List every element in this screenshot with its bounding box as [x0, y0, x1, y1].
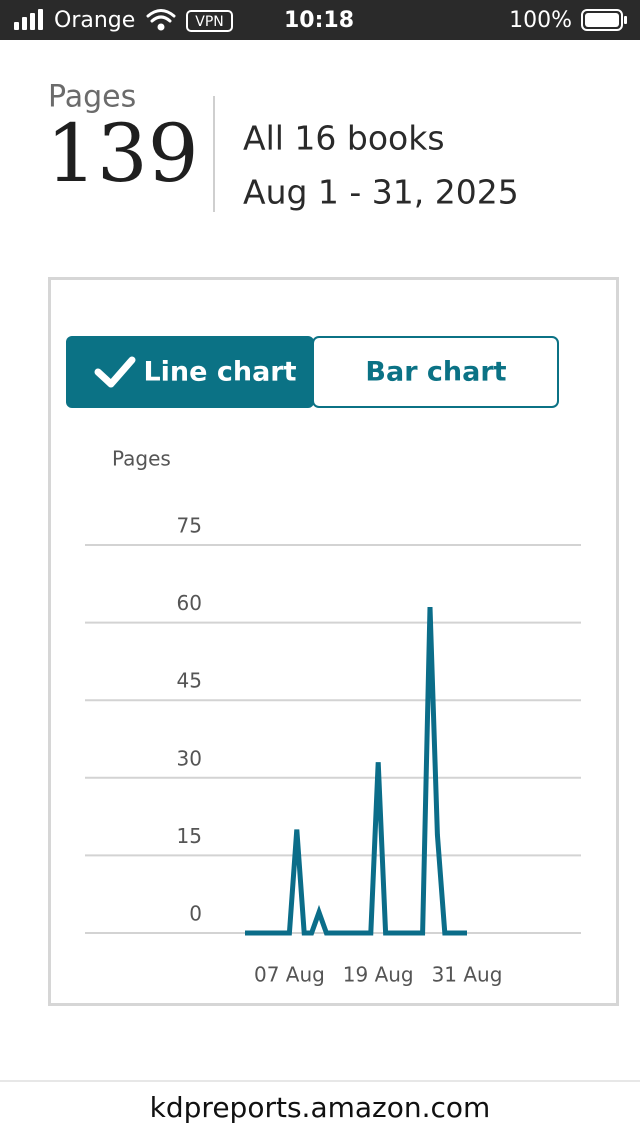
line-chart-label[interactable]: Line chart	[143, 357, 296, 388]
summary-value: 139	[46, 107, 199, 200]
plot: 0 15 30 45 60 75 07 Aug 19 Aug 31 Aug	[85, 514, 581, 987]
bar-chart-button[interactable]	[312, 336, 559, 408]
carrier: Orange	[54, 8, 135, 33]
check-icon	[94, 356, 136, 388]
line-chart-button[interactable]	[66, 336, 314, 408]
y-tick-label: 45	[177, 669, 202, 693]
y-tick-label: 15	[177, 824, 202, 848]
y-tick-label: 0	[189, 902, 202, 926]
date-range: Aug 1 - 31, 2025	[243, 173, 519, 212]
y-tick-label: 60	[177, 591, 202, 615]
bar-chart-label[interactable]: Bar chart	[365, 357, 506, 388]
battery-percent: 100%	[509, 8, 572, 33]
x-tick-label: 19 Aug	[343, 963, 414, 987]
wifi-icon	[146, 9, 176, 31]
summary-label: Pages	[48, 80, 136, 115]
books-scope: All 16 books	[243, 119, 445, 158]
url: kdpreports.amazon.com	[150, 1091, 491, 1124]
line-series	[245, 606, 467, 936]
vpn-label: VPN	[195, 14, 224, 30]
y-tick-label: 75	[177, 514, 202, 538]
vpn-badge	[186, 10, 233, 32]
y-axis-label: Pages	[112, 447, 171, 471]
y-tick-label: 30	[177, 746, 202, 770]
battery-icon	[581, 9, 627, 31]
x-tick-label: 31 Aug	[432, 963, 503, 987]
clock: 10:18	[284, 8, 354, 33]
signal-icon	[14, 9, 43, 30]
x-tick-label: 07 Aug	[254, 963, 325, 987]
status-bar	[0, 0, 640, 40]
